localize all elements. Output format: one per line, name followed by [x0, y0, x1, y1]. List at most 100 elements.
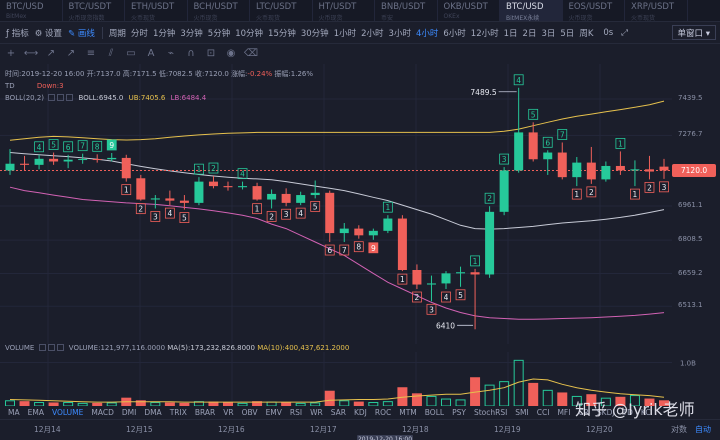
settings-icon[interactable]: [47, 344, 55, 351]
period-option[interactable]: 2小时: [361, 28, 384, 39]
candle[interactable]: [368, 228, 378, 240]
indicator-tab[interactable]: BOLL: [424, 408, 445, 417]
draw-button[interactable]: ✎ 画线: [68, 27, 95, 39]
indicator-tab[interactable]: SKDJ: [596, 408, 615, 417]
indicator-tab[interactable]: VR: [223, 408, 234, 417]
auto-scale-button[interactable]: 自动: [695, 425, 711, 434]
candle[interactable]: [615, 151, 625, 175]
candle[interactable]: [223, 181, 233, 191]
horizontal-line-icon[interactable]: ⟷: [23, 48, 39, 59]
indicator-tab[interactable]: TRIX: [169, 408, 187, 417]
indicator-tab[interactable]: OBV: [241, 408, 258, 417]
indicator-tab[interactable]: KC: [640, 408, 651, 417]
indicators-button[interactable]: ƒ 指标: [6, 27, 29, 39]
lock-icon[interactable]: ⊡: [206, 48, 216, 59]
candle[interactable]: [325, 190, 335, 243]
trash-icon[interactable]: ⌫: [243, 48, 259, 59]
settings-button[interactable]: ⚙ 设置: [35, 27, 62, 39]
candle[interactable]: [354, 225, 364, 239]
period-option[interactable]: 2日: [522, 28, 537, 39]
candle[interactable]: [49, 152, 59, 165]
candle[interactable]: [397, 215, 407, 272]
period-option[interactable]: 6小时: [443, 28, 466, 39]
indicator-tab[interactable]: MACD: [91, 408, 114, 417]
candle[interactable]: [252, 182, 262, 201]
market-tab[interactable]: OKB/USDT OKEx: [438, 0, 500, 21]
cursor-icon[interactable]: +: [6, 48, 16, 59]
market-tab[interactable]: XRP/USDT 火币现货: [625, 0, 688, 21]
indicator-tab[interactable]: EMV: [265, 408, 282, 417]
period-option[interactable]: 10分钟: [235, 28, 264, 39]
indicator-tab[interactable]: MFI: [557, 408, 571, 417]
close-icon[interactable]: [56, 344, 64, 351]
candle[interactable]: [514, 87, 524, 173]
candle[interactable]: [281, 188, 291, 207]
candle[interactable]: [121, 154, 131, 182]
market-tab[interactable]: ETH/USDT 火币现货: [125, 0, 188, 21]
candle[interactable]: [543, 150, 553, 175]
candle[interactable]: [165, 190, 175, 206]
candle[interactable]: [136, 174, 146, 201]
trend-line-icon[interactable]: ↗: [66, 48, 76, 59]
period-option[interactable]: 5日: [560, 28, 575, 39]
close-icon[interactable]: [66, 94, 74, 101]
market-tab[interactable]: BNB/USDT 币安: [375, 0, 438, 21]
segment-icon[interactable]: ↗: [46, 48, 56, 59]
candle[interactable]: [630, 160, 640, 187]
period-option[interactable]: 3日: [541, 28, 556, 39]
eye-icon[interactable]: ◉: [226, 48, 236, 59]
indicator-tab[interactable]: DMI: [121, 408, 137, 417]
period-option[interactable]: 4小时: [415, 28, 439, 39]
period-option[interactable]: 分时: [130, 28, 148, 39]
period-option[interactable]: 1日: [503, 28, 518, 39]
candle[interactable]: [78, 153, 88, 164]
period-option[interactable]: 12小时: [470, 28, 499, 39]
candle[interactable]: [586, 146, 596, 184]
eye-icon[interactable]: [38, 344, 46, 351]
candle[interactable]: [644, 155, 654, 180]
candle[interactable]: [339, 223, 349, 243]
candle[interactable]: [34, 154, 44, 170]
price-axis[interactable]: 7439.5 7276.7 6961.1 6808.5 6659.2 6513.1: [672, 64, 720, 344]
market-tab[interactable]: BTC/USDT 火币现货指数: [63, 0, 125, 21]
period-option[interactable]: 15分钟: [268, 28, 296, 39]
candle[interactable]: [20, 155, 30, 171]
indicator-tab[interactable]: CCI: [536, 408, 550, 417]
candle[interactable]: [426, 275, 436, 302]
candle[interactable]: [296, 191, 306, 206]
text-icon[interactable]: A: [147, 48, 155, 59]
period-option[interactable]: 1分钟: [152, 28, 176, 39]
candle[interactable]: [208, 176, 218, 189]
candle[interactable]: [456, 266, 466, 287]
period-option[interactable]: 1小时: [333, 28, 357, 39]
market-tab[interactable]: LTC/USDT 火币现货: [250, 0, 313, 21]
market-tab[interactable]: EOS/USDT 火币现货: [563, 0, 625, 21]
indicator-tab[interactable]: VOLUME: [51, 408, 84, 417]
candle[interactable]: [92, 154, 102, 163]
candle[interactable]: [470, 268, 480, 330]
candle[interactable]: [194, 177, 204, 206]
indicator-tab[interactable]: KDJ: [353, 408, 367, 417]
indicator-tab[interactable]: SAR: [330, 408, 346, 417]
indicator-tab[interactable]: MA: [8, 408, 20, 417]
market-tab[interactable]: BTC/USD BitMEX永续: [500, 0, 563, 21]
candle[interactable]: [107, 152, 117, 162]
indicator-tab[interactable]: SMI: [515, 408, 529, 417]
candle[interactable]: [441, 271, 451, 290]
candle[interactable]: [150, 195, 160, 209]
fullscreen-icon[interactable]: ⤢: [621, 27, 629, 38]
candle[interactable]: [267, 189, 277, 209]
candle[interactable]: [412, 264, 422, 290]
eye-icon[interactable]: [48, 94, 56, 101]
indicator-tab[interactable]: BRAR: [194, 408, 216, 417]
candle[interactable]: [383, 215, 393, 234]
indicator-tab[interactable]: PSY: [452, 408, 466, 417]
indicator-tab[interactable]: WR: [310, 408, 323, 417]
indicator-tab[interactable]: CR: [578, 408, 589, 417]
candle[interactable]: [485, 206, 495, 278]
indicator-tab[interactable]: EMA: [27, 408, 44, 417]
period-option[interactable]: 5分钟: [207, 28, 231, 39]
market-tab[interactable]: HT/USDT 火币现货: [313, 0, 375, 21]
market-tab[interactable]: BCH/USDT 火币现货: [188, 0, 250, 21]
